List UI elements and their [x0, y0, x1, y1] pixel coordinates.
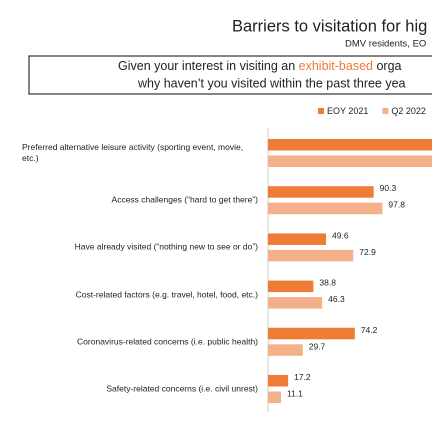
- bar: [268, 155, 432, 167]
- data-label: 17.2: [294, 372, 311, 382]
- data-label: 74.2: [361, 325, 378, 335]
- bar: [268, 249, 354, 262]
- data-label: 90.3: [380, 183, 397, 193]
- bar: [268, 391, 281, 403]
- data-label: 97.8: [388, 200, 405, 210]
- data-label: 29.7: [309, 341, 326, 351]
- data-label: 11.1: [287, 389, 303, 399]
- bar: [268, 233, 327, 245]
- category-label: Safety-related concerns (i.e. civil unre…: [106, 383, 258, 394]
- chart-title: Barriers to visitation for hig: [232, 17, 427, 35]
- bar: [268, 139, 432, 151]
- chart-subtitle: DMV residents, EO: [345, 39, 426, 50]
- legend-swatch: [318, 108, 324, 114]
- category-label: Coronavirus-related concerns (i.e. publi…: [77, 336, 258, 347]
- data-label: 49.6: [332, 230, 349, 240]
- bar: [268, 186, 374, 198]
- bar: [268, 297, 323, 309]
- question-lead: Given your interest in visiting an: [118, 59, 299, 73]
- bar: [268, 202, 383, 215]
- category-label: Preferred alternative leisure activity (…: [22, 142, 244, 163]
- data-label: 72.9: [359, 247, 376, 257]
- question-box: [28, 55, 432, 95]
- category-label: Cost-related factors (e.g. travel, hotel…: [75, 289, 258, 300]
- question-line: why haven’t you visited within the past …: [137, 76, 406, 90]
- legend-label: EOY 2021: [327, 106, 368, 116]
- category-label: Have already visited (“nothing new to se…: [74, 241, 258, 252]
- bar: [268, 327, 355, 340]
- legend-swatch: [382, 108, 389, 114]
- bar: [268, 344, 303, 356]
- bar: [268, 280, 314, 293]
- question-line: Given your interest in visiting an exhib…: [118, 59, 402, 73]
- question-tail: orga: [373, 59, 402, 73]
- question-highlight: exhibit-based: [299, 59, 373, 73]
- data-label: 46.3: [328, 294, 345, 304]
- legend-label: Q2 2022: [391, 106, 426, 116]
- data-label: 38.8: [319, 278, 336, 288]
- category-label: Access challenges (“hard to get there”): [111, 194, 258, 205]
- bar: [268, 375, 289, 387]
